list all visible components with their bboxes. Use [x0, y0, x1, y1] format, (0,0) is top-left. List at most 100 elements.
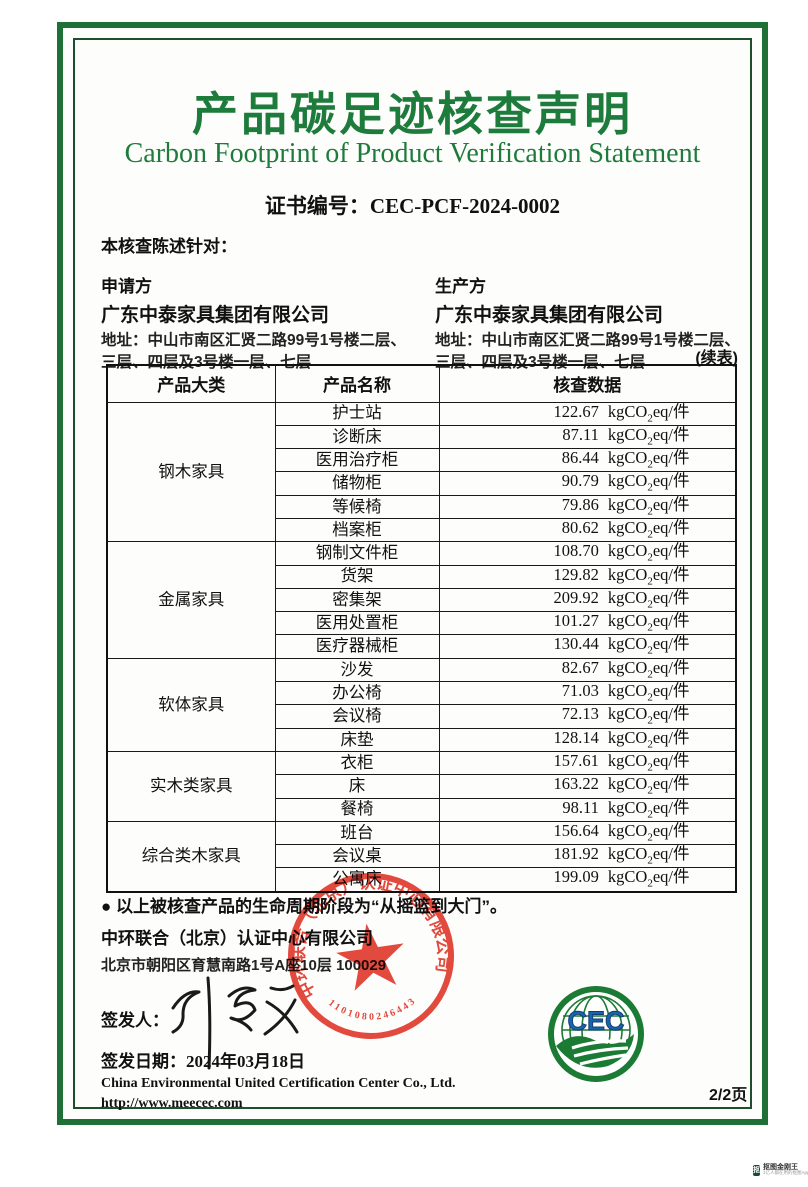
verified-data-cell: 199.09 kgCO2eq/件 [438, 867, 737, 893]
product-name-cell: 等候椅 [274, 494, 440, 519]
seal-star-icon [336, 923, 404, 991]
applicant-company: 广东中泰家具集团有限公司 [101, 305, 330, 326]
statement-for-label: 本核查陈述针对： [101, 237, 237, 256]
product-table: 产品大类 产品名称 核查数据 钢木家具 护士站 122.67 kgCO2eq/件 诊断床… [106, 364, 737, 893]
table-row: 医用治疗柜 86.44 kgCO2eq/件 [107, 448, 737, 473]
verified-data-cell: 163.22 kgCO2eq/件 [438, 774, 737, 799]
certificate-number-label: 证书编号： [264, 195, 370, 218]
category-cell: 实木类家具 [106, 750, 276, 822]
signer-label: 签发人： [101, 1011, 169, 1030]
verified-data-cell: 108.70 kgCO2eq/件 [438, 541, 737, 566]
verified-data-cell: 79.86 kgCO2eq/件 [438, 494, 737, 519]
certificate-number: CEC-PCF-2024-0002 [369, 194, 561, 218]
certificate-number-line: 证书编号：CEC-PCF-2024-0002 [63, 190, 762, 220]
issuer-company: 中环联合（北京）认证中心有限公司 [101, 929, 373, 948]
producer-role-label: 生产方 [435, 277, 486, 296]
verified-data-cell: 80.62 kgCO2eq/件 [438, 517, 737, 543]
verified-data-cell: 87.11 kgCO2eq/件 [438, 424, 737, 450]
table-row: 金属家具 钢制文件柜 108.70 kgCO2eq/件 [106, 541, 737, 659]
product-name-cell: 沙发 [274, 657, 440, 683]
issuer-address: 北京市朝阳区育慧南路1号A座10层 100029 [101, 957, 387, 974]
table-row: 床 163.22 kgCO2eq/件 [107, 774, 737, 799]
svg-text:1101080246443: 1101080246443 [325, 986, 421, 1029]
continued-table-note: (续表) [695, 350, 738, 367]
product-name-cell: 护士站 [274, 401, 440, 426]
issue-date-line: 签发日期：2024年03月18日 [101, 1047, 305, 1072]
col-header-product: 产品名称 [274, 364, 440, 403]
applicant-role-label: 申请方 [101, 277, 152, 296]
col-header-category: 产品大类 [106, 364, 276, 403]
table-row: 软体家具 沙发 82.67 kgCO2eq/件 [106, 657, 737, 752]
table-row: 档案柜 80.62 kgCO2eq/件 [107, 517, 737, 543]
verified-data-cell: 98.11 kgCO2eq/件 [438, 797, 737, 822]
product-name-cell: 储物柜 [274, 471, 440, 496]
red-seal-stamp: 中环联合（北京）认证中心有限公司 1101080246443 [285, 870, 457, 1039]
verified-data-cell: 122.67 kgCO2eq/件 [438, 401, 737, 426]
product-name-cell: 办公椅 [274, 681, 440, 706]
page-title: 产品碳足迹核查声明 [192, 88, 633, 140]
product-name-cell: 医疗器械柜 [274, 634, 440, 659]
category-cell: 钢木家具 [106, 401, 276, 543]
category-cell: 综合类木家具 [106, 820, 276, 893]
signer-signature [171, 976, 299, 1070]
watermark-subtext: 1亿人都在用的抠图App [763, 1170, 808, 1176]
table-row: 实木类家具 衣柜 157.61 kgCO2eq/件 [106, 750, 737, 822]
watermark-app-icon: 抠 [753, 1164, 760, 1176]
product-name-cell: 班台 [274, 820, 440, 846]
product-name-cell: 密集架 [274, 587, 440, 613]
verified-data-cell: 129.82 kgCO2eq/件 [438, 564, 737, 589]
seal-serial-number: 1101080246443 [325, 986, 421, 1029]
verified-data-cell: 156.64 kgCO2eq/件 [438, 820, 737, 846]
product-name-cell: 会议椅 [274, 704, 440, 729]
product-name-cell: 诊断床 [274, 424, 440, 450]
verified-data-cell: 90.79 kgCO2eq/件 [438, 471, 737, 496]
cec-logo-text: CEC [567, 1006, 624, 1036]
verified-data-cell: 130.44 kgCO2eq/件 [438, 634, 737, 659]
product-name-cell: 床垫 [274, 727, 440, 752]
table-row: 钢木家具 护士站 122.67 kgCO2eq/件 [106, 401, 737, 543]
verified-data-cell: 71.03 kgCO2eq/件 [438, 681, 737, 706]
issuer-website: http://www.meecec.com [101, 1096, 243, 1111]
table-row: 密集架 209.92 kgCO2eq/件 [107, 587, 737, 613]
page-subtitle-en: Carbon Footprint of Product Verification… [124, 138, 701, 169]
watermark-text: 抠图金刚王 [763, 1163, 798, 1171]
product-name-cell: 衣柜 [274, 750, 440, 776]
product-name-cell: 会议桌 [274, 844, 440, 869]
table-row: 床垫 128.14 kgCO2eq/件 [107, 727, 737, 752]
table-row: 医疗器械柜 130.44 kgCO2eq/件 [107, 634, 737, 659]
issuer-company-en: China Environmental United Certification… [101, 1076, 456, 1091]
table-row: 等候椅 79.86 kgCO2eq/件 [107, 494, 737, 519]
product-name-cell: 档案柜 [274, 517, 440, 543]
verified-data-cell: 82.67 kgCO2eq/件 [438, 657, 737, 683]
category-cell: 软体家具 [106, 657, 276, 752]
category-cell: 金属家具 [106, 541, 276, 659]
producer-company: 广东中泰家具集团有限公司 [435, 305, 664, 326]
verified-data-cell: 86.44 kgCO2eq/件 [438, 448, 737, 473]
page-number: 2/2页 [709, 1087, 748, 1104]
table-row: 储物柜 90.79 kgCO2eq/件 [107, 471, 737, 496]
product-name-cell: 医用治疗柜 [274, 448, 440, 473]
table-row: 综合类木家具 班台 156.64 kgCO2eq/件 [106, 820, 737, 893]
col-header-data: 核查数据 [438, 364, 737, 403]
product-name-cell: 医用处置柜 [274, 611, 440, 636]
verified-data-cell: 72.13 kgCO2eq/件 [438, 704, 737, 729]
verified-data-cell: 128.14 kgCO2eq/件 [438, 727, 737, 752]
certificate-page: 产品碳足迹核查声明 Carbon Footprint of Product Ve… [57, 22, 768, 1125]
issue-date-label: 签发日期： [101, 1052, 186, 1071]
table-row: 会议桌 181.92 kgCO2eq/件 [107, 844, 737, 869]
verified-data-cell: 101.27 kgCO2eq/件 [438, 611, 737, 636]
cec-logo-icon: CEC [548, 986, 644, 1082]
table-row: 会议椅 72.13 kgCO2eq/件 [107, 704, 737, 729]
corner-watermark: 抠 抠图金刚王 1亿人都在用的抠图App [750, 1157, 808, 1183]
product-name-cell: 床 [274, 774, 440, 799]
issue-date: 2024年03月18日 [186, 1052, 305, 1071]
product-name-cell: 货架 [274, 564, 440, 589]
applicant-block: 申请方 广东中泰家具集团有限公司 地址：中山市南区汇贤二路99号1号楼二层、三层… [101, 272, 411, 375]
verified-data-cell: 181.92 kgCO2eq/件 [438, 844, 737, 869]
lifecycle-note: ● 以上被核查产品的生命周期阶段为“从摇篮到大门”。 [101, 897, 507, 916]
product-name-cell: 钢制文件柜 [274, 541, 440, 566]
verified-data-cell: 157.61 kgCO2eq/件 [438, 750, 737, 776]
verified-data-cell: 209.92 kgCO2eq/件 [438, 587, 737, 613]
table-header-row: 产品大类 产品名称 核查数据 [106, 364, 737, 403]
